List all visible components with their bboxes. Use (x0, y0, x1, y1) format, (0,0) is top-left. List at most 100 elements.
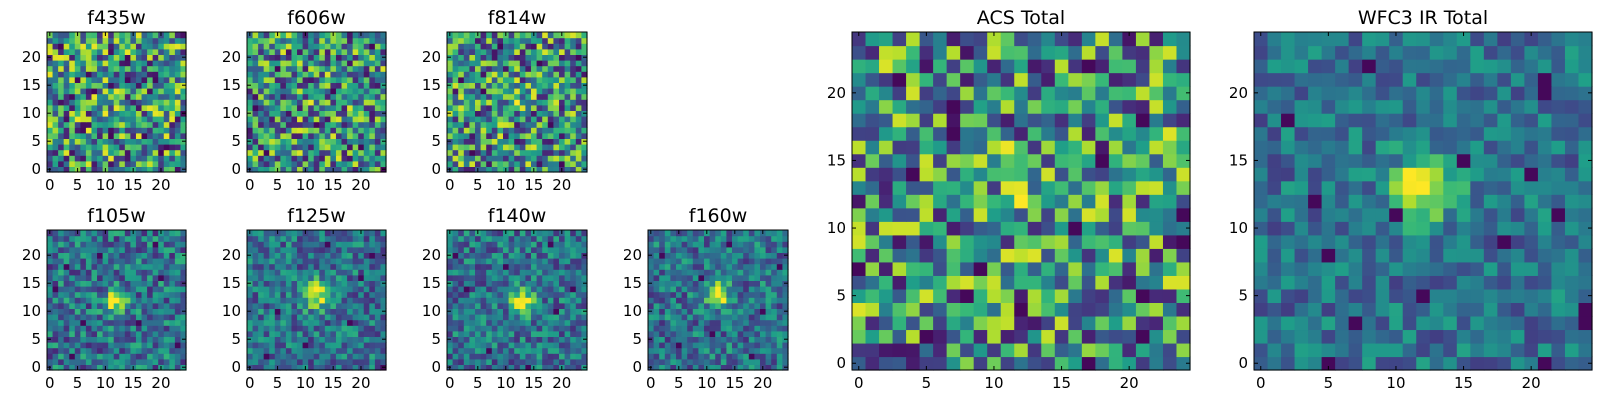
heat-cell (324, 230, 331, 237)
heat-cell (681, 230, 688, 237)
heat-cell (726, 291, 733, 298)
heat-cell (152, 342, 159, 349)
heat-cell (1081, 356, 1096, 371)
heat-cell (274, 104, 281, 111)
heat-cell (748, 269, 755, 276)
heat-cell (263, 314, 270, 321)
heat-cell (1135, 167, 1151, 182)
heat-cell (542, 37, 549, 44)
heat-cell (352, 65, 359, 72)
heat-cell (302, 48, 309, 55)
heat-cell (258, 32, 265, 39)
heat-cell (514, 358, 521, 365)
heat-cell (469, 54, 476, 61)
heat-cell (330, 280, 337, 287)
heat-cell (1054, 315, 1069, 331)
heat-cell (52, 336, 59, 343)
heat-cell (452, 71, 459, 78)
heat-cell (933, 302, 948, 317)
heat-cell (302, 263, 309, 270)
heat-cell (85, 353, 93, 360)
heat-cell (108, 246, 115, 253)
heat-cell (352, 99, 359, 106)
heat-cell (135, 342, 143, 349)
heat-cell (247, 286, 254, 293)
heat-cell (363, 71, 370, 78)
heat-cell (380, 314, 387, 321)
heat-cell (1122, 261, 1137, 276)
heat-cell (463, 235, 470, 242)
heat-cell (732, 297, 739, 304)
heat-cell (163, 358, 170, 365)
heat-cell (1041, 329, 1056, 344)
heat-cell (363, 166, 370, 173)
heat-cell (269, 48, 276, 55)
heat-cell (341, 286, 348, 293)
heat-cell (158, 93, 165, 100)
heat-cell (553, 155, 560, 162)
heat-cell (486, 43, 493, 50)
heat-cell (519, 342, 526, 349)
heat-cell (108, 132, 115, 139)
heat-cell (285, 364, 293, 371)
heat-cell (74, 336, 81, 343)
heat-cell (285, 132, 293, 139)
heat-cell (363, 155, 370, 162)
heat-cell (547, 342, 554, 349)
heat-cell (463, 121, 470, 128)
heat-cell (141, 230, 148, 237)
heat-cell (503, 258, 510, 265)
heat-cell (447, 127, 454, 134)
heat-cell (698, 263, 705, 270)
heat-cell (369, 230, 376, 237)
heat-cell (174, 88, 182, 95)
heat-cell (247, 291, 254, 298)
heat-cell (291, 325, 298, 332)
heat-cell (553, 138, 560, 145)
heat-cell (458, 43, 465, 50)
heat-cell (341, 110, 348, 117)
heat-cell (263, 330, 270, 337)
heat-cell (313, 82, 320, 89)
heat-cell (681, 308, 688, 315)
heat-cell (380, 230, 387, 237)
heat-cell (1068, 329, 1083, 344)
heat-cell (363, 99, 370, 106)
heat-cell (737, 274, 744, 281)
heat-cell (152, 230, 159, 237)
heat-cell (987, 342, 1002, 358)
heat-cell (475, 104, 482, 111)
heat-cell (374, 308, 382, 315)
heat-cell (715, 308, 722, 315)
heat-cell (47, 99, 54, 106)
heat-cell (58, 65, 65, 72)
heat-cell (486, 246, 493, 253)
heat-cell (458, 353, 465, 360)
heat-cell (297, 297, 304, 304)
heat-cell (252, 286, 259, 293)
heat-cell (503, 291, 510, 298)
heat-cell (491, 88, 498, 95)
heat-cell (1135, 180, 1151, 195)
heat-cell (475, 241, 482, 248)
heat-cell (542, 319, 549, 326)
heat-cell (503, 37, 510, 44)
heat-cell (180, 342, 187, 349)
heat-cell (263, 364, 270, 371)
heat-cell (324, 263, 331, 270)
heat-cell (670, 291, 677, 298)
heat-cell (374, 291, 382, 298)
heat-cell (514, 364, 521, 371)
heat-cell (452, 308, 459, 315)
heat-cell (335, 280, 343, 287)
heat-cell (174, 110, 182, 117)
heat-cell (536, 71, 543, 78)
heat-cell (102, 76, 109, 83)
heat-cell (363, 82, 370, 89)
heat-cell (1000, 234, 1015, 249)
heat-cell (313, 235, 320, 242)
heat-cell (80, 88, 87, 95)
heat-cell (158, 297, 165, 304)
heat-cell (1149, 234, 1164, 249)
heat-cell (324, 297, 331, 304)
